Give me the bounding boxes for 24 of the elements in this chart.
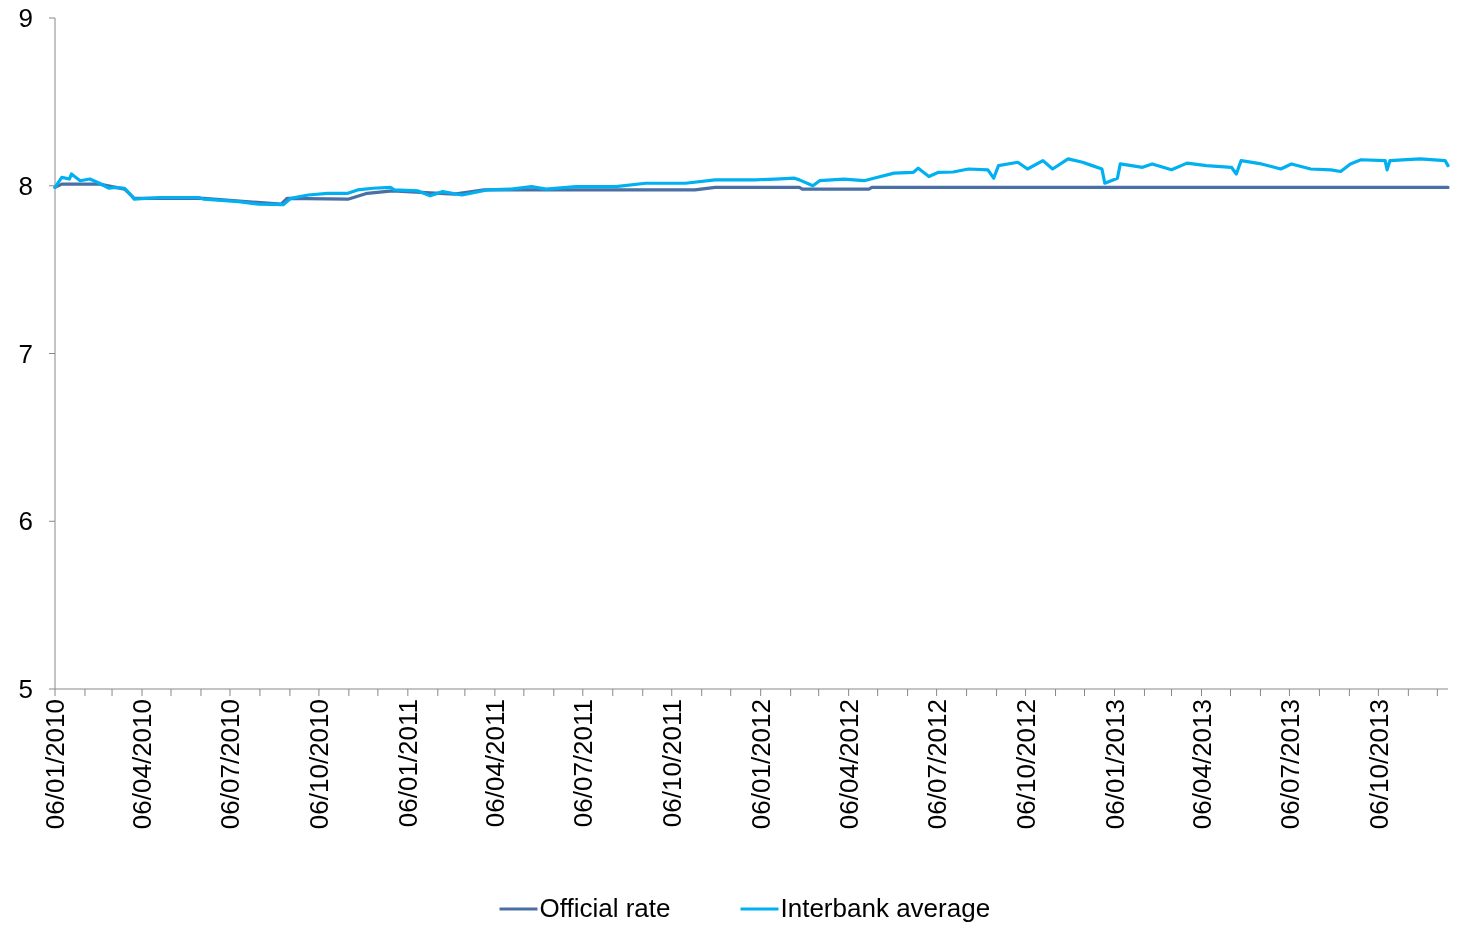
x-tick-label: 06/04/2012 xyxy=(833,699,864,830)
x-tick-label: 06/07/2012 xyxy=(921,699,952,830)
y-tick-label: 6 xyxy=(18,506,33,537)
x-tick-label: 06/07/2013 xyxy=(1274,699,1305,830)
x-tick-label: 06/01/2010 xyxy=(40,699,71,830)
legend-label: Official rate xyxy=(539,893,671,923)
y-tick-label: 5 xyxy=(18,674,33,705)
x-tick-label: 06/04/2010 xyxy=(127,699,158,830)
x-tick-label: 06/10/2011 xyxy=(656,699,687,828)
y-tick-label: 9 xyxy=(18,3,33,34)
x-tick-label: 06/10/2013 xyxy=(1363,699,1394,830)
line-series xyxy=(53,157,1450,207)
x-tick-label: 06/01/2011 xyxy=(392,699,423,828)
x-tick-label: 06/07/2011 xyxy=(567,699,598,828)
legend-label: Interbank average xyxy=(780,893,991,923)
y-tick-label: 7 xyxy=(18,338,33,369)
x-tick-label: 06/07/2010 xyxy=(215,699,246,830)
x-tick-label: 06/04/2011 xyxy=(479,699,510,828)
x-tick-label: 06/10/2010 xyxy=(304,699,335,830)
x-tick-label: 06/01/2012 xyxy=(745,699,776,830)
x-tick-label: 06/01/2013 xyxy=(1099,699,1130,830)
x-tick-label: 06/04/2013 xyxy=(1186,699,1217,830)
y-tick-label: 8 xyxy=(18,170,33,201)
x-tick-label: 06/10/2012 xyxy=(1010,699,1041,830)
